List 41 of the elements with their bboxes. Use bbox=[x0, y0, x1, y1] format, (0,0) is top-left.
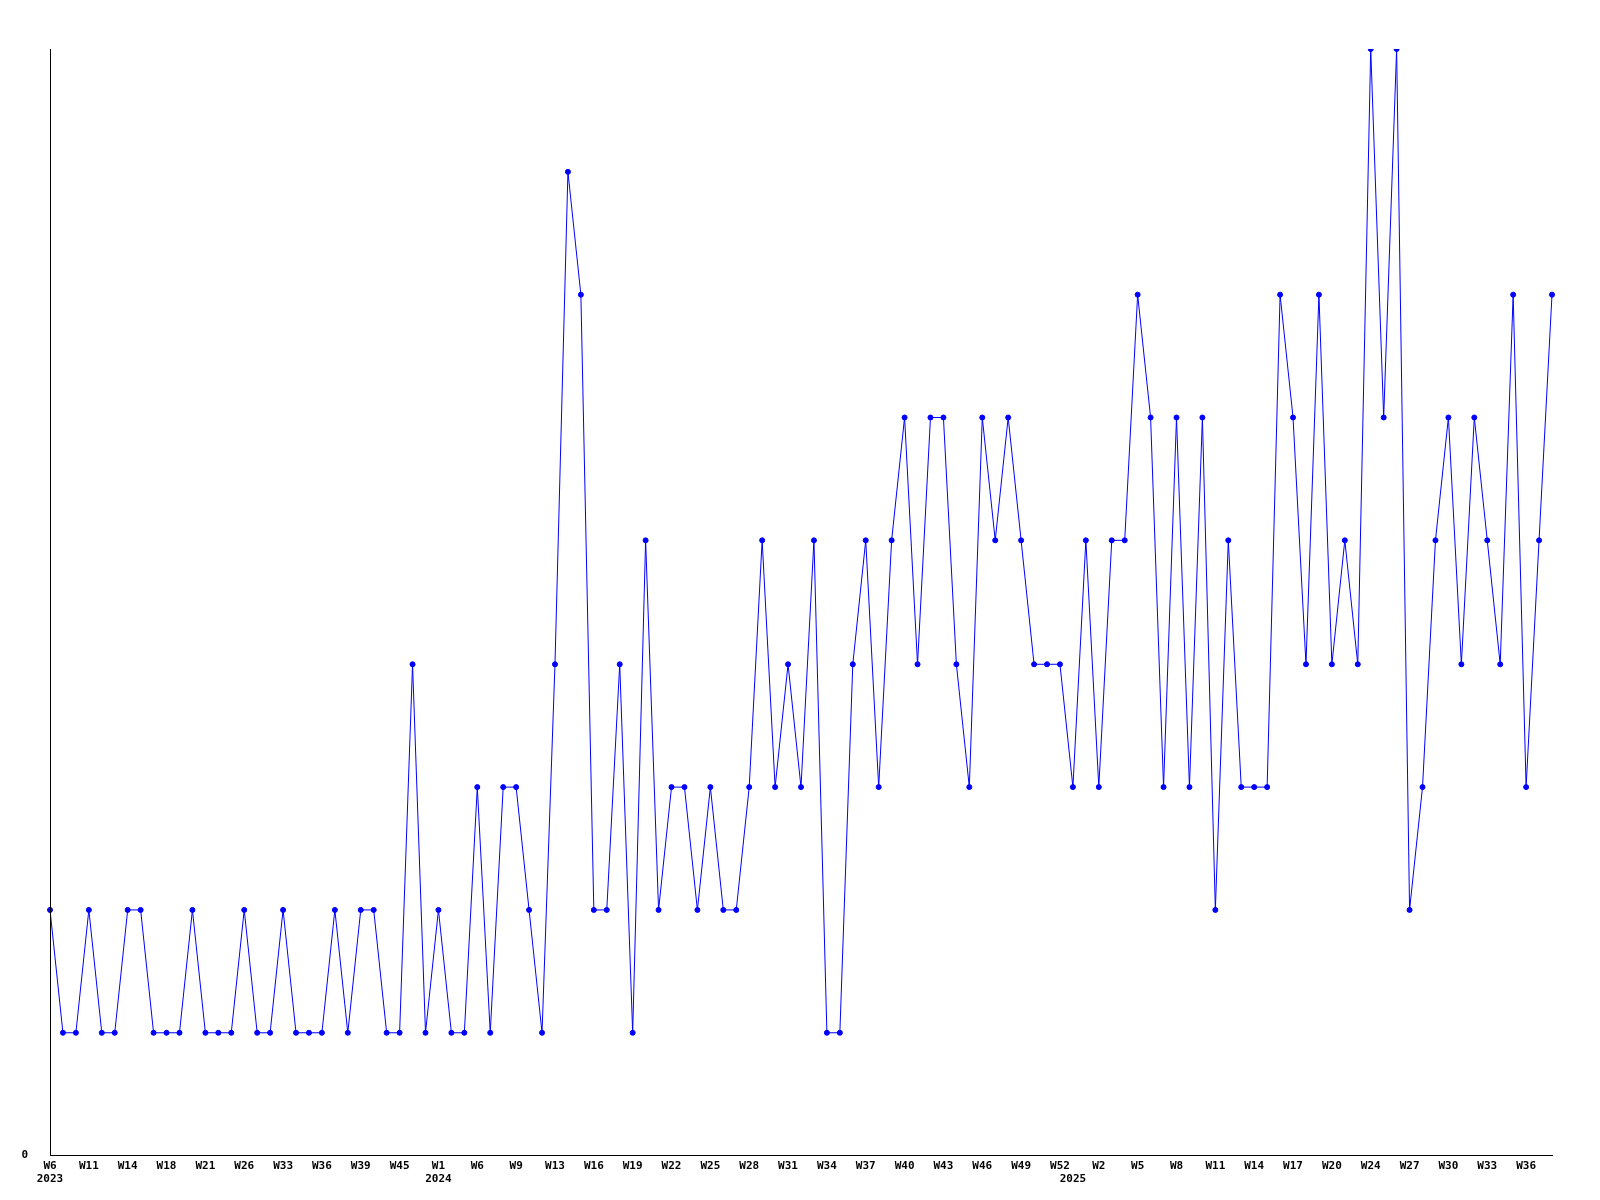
x-tick-label: W1 2024 bbox=[425, 1159, 453, 1186]
x-tick-label: 2025 bbox=[1059, 1172, 1087, 1186]
x-tick-label: W33 bbox=[273, 1159, 294, 1173]
x-tick-label: W22 bbox=[661, 1159, 682, 1173]
x-tick-label: W8 bbox=[1169, 1159, 1184, 1173]
x-tick-label: W2 bbox=[1092, 1159, 1106, 1173]
x-tick-label: W14 bbox=[117, 1159, 138, 1173]
x-tick-label: W45 bbox=[389, 1159, 410, 1173]
x-tick-label: W30 bbox=[1438, 1159, 1459, 1173]
x-tick-label: W18 bbox=[156, 1159, 177, 1173]
x-tick-label: W28 bbox=[739, 1159, 760, 1173]
x-tick-label: W40 bbox=[894, 1159, 915, 1173]
x-tick-label: W25 bbox=[700, 1159, 721, 1173]
x-tick-label: W14 bbox=[1244, 1159, 1265, 1173]
x-tick-label: W21 bbox=[195, 1159, 216, 1173]
x-tick-label: W20 bbox=[1321, 1159, 1342, 1173]
x-tick-label: W36 bbox=[311, 1159, 333, 1173]
x-tick-label: W39 bbox=[350, 1159, 371, 1173]
x-tick-label: W24 bbox=[1360, 1159, 1382, 1173]
x-tick-label: W36 bbox=[1516, 1159, 1537, 1173]
x-tick-label: W11 bbox=[78, 1159, 100, 1173]
x-tick-label: W49 bbox=[1011, 1159, 1032, 1173]
x-tick-label: W52 bbox=[1050, 1159, 1070, 1173]
x-tick-label: W6 bbox=[470, 1159, 485, 1173]
x-tick-label: W46 bbox=[972, 1159, 993, 1173]
x-tick-label: W13 bbox=[545, 1159, 565, 1173]
x-tick-label: W31 bbox=[778, 1159, 799, 1173]
x-tick-label: W43 bbox=[933, 1159, 954, 1173]
x-tick-label: W6 2023 bbox=[36, 1159, 64, 1186]
x-tick-label: W33 bbox=[1477, 1159, 1498, 1173]
text: 0 bbox=[21, 1148, 28, 1162]
x-tick-label: W27 bbox=[1399, 1159, 1420, 1173]
x-tick-label: W16 bbox=[583, 1159, 605, 1173]
x-tick-label: W9 bbox=[509, 1159, 523, 1173]
x-tick-label: W34 bbox=[816, 1159, 838, 1173]
x-tick-label: W11 bbox=[1205, 1159, 1226, 1173]
x-tick-label: W5 bbox=[1131, 1159, 1145, 1173]
x-tick-label: W37 bbox=[855, 1159, 876, 1173]
x-tick-label: W19 bbox=[622, 1159, 643, 1173]
x-tick-label: W26 bbox=[234, 1159, 255, 1173]
x-tick-label: W17 bbox=[1283, 1159, 1303, 1173]
